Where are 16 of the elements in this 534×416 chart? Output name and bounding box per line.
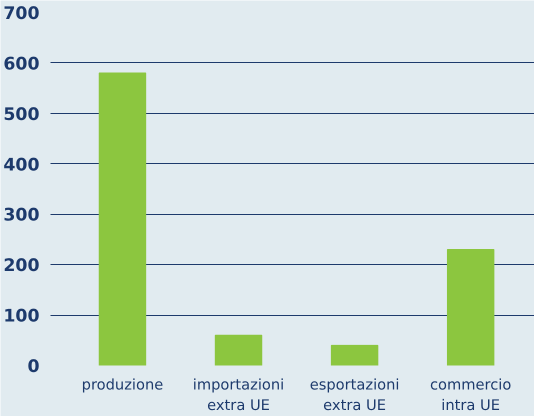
x-tick-label: produzione — [82, 376, 164, 394]
y-tick-label: 600 — [3, 54, 40, 74]
x-tick-label: commercio intra UE — [430, 376, 512, 414]
bar — [446, 249, 494, 366]
bar — [330, 344, 378, 366]
x-tick-label: importazioni extra UE — [192, 376, 284, 414]
y-tick-label: 100 — [3, 306, 40, 327]
y-tick-label: 200 — [3, 256, 40, 276]
y-tick-label: 400 — [3, 155, 40, 176]
y-tick-label: 500 — [3, 104, 40, 125]
bar — [214, 334, 262, 366]
y-tick-label: 300 — [3, 206, 40, 226]
bar — [98, 72, 146, 366]
y-tick-label: 700 — [3, 4, 40, 24]
x-tick-label: esportazioni extra UE — [310, 376, 400, 414]
y-tick-label: 0 — [27, 357, 40, 377]
